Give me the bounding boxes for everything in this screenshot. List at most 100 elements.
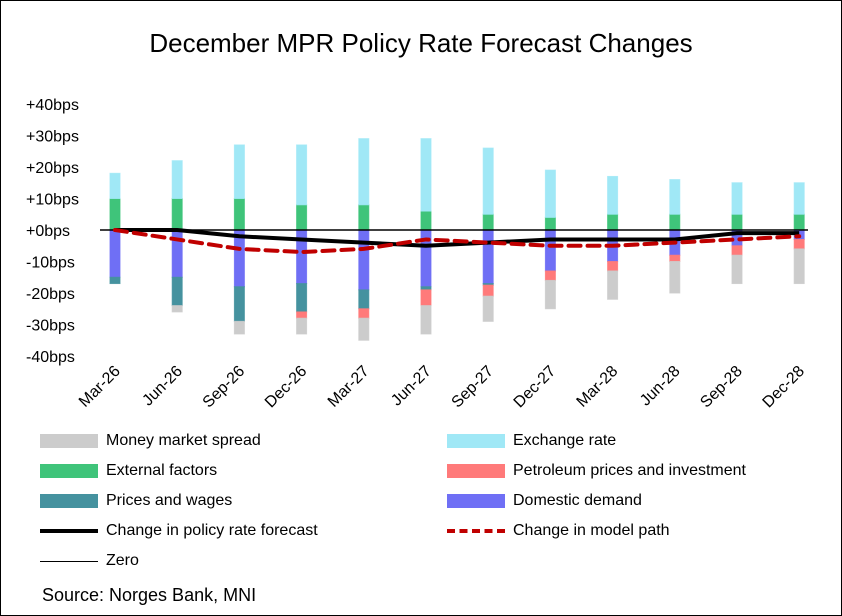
bar-segment — [793, 213, 805, 231]
legend-item: Exchange rate — [447, 431, 616, 451]
bar-segment — [171, 305, 183, 313]
bar-segment — [358, 317, 370, 341]
legend-label: Petroleum prices and investment — [513, 462, 746, 479]
legend-item: External factors — [40, 461, 217, 481]
x-tick-label: Dec-28 — [760, 363, 809, 412]
legend-swatch — [40, 434, 98, 448]
chart-title: December MPR Policy Rate Forecast Change… — [149, 28, 693, 58]
legend-item: Money market spread — [40, 431, 261, 451]
legend-line-swatch — [447, 529, 505, 533]
bar-segment — [233, 229, 245, 288]
bar-segment — [358, 289, 370, 310]
x-tick-label: Sep-27 — [449, 363, 498, 412]
bar-segment — [669, 179, 681, 215]
y-tick-label: +10bps — [26, 192, 79, 209]
bar-segment — [296, 144, 308, 206]
legend-label: Change in model path — [513, 522, 670, 539]
bar-segment — [358, 308, 370, 319]
y-tick-label: -10bps — [26, 255, 75, 272]
bar-segment — [296, 283, 308, 313]
legend-label: Domestic demand — [513, 492, 642, 509]
bar-segment — [482, 147, 494, 215]
bar-segment — [109, 229, 121, 278]
bar-segment — [793, 182, 805, 215]
bar-segment — [296, 317, 308, 335]
bar-segment — [607, 175, 619, 215]
bar-segment — [358, 138, 370, 206]
bar-segment — [420, 305, 432, 335]
y-tick-label: +40bps — [26, 97, 79, 114]
bar-segment — [233, 198, 245, 231]
x-tick-label: Jun-27 — [388, 363, 435, 410]
bar-segment — [482, 284, 494, 297]
bar-segment — [171, 160, 183, 199]
bar-segment — [544, 229, 556, 272]
bar-segment — [482, 295, 494, 322]
bar-segment — [607, 270, 619, 300]
x-tick-label: Jun-28 — [637, 363, 684, 410]
bar-segment — [669, 254, 681, 262]
bar-segment — [544, 216, 556, 231]
legend-swatch — [447, 464, 505, 478]
legend-label: Exchange rate — [513, 432, 617, 449]
bar-segment — [233, 320, 245, 335]
bar-segment — [109, 198, 121, 231]
bar-segment — [544, 279, 556, 310]
y-tick-label: +20bps — [26, 160, 79, 177]
bar-segment — [544, 169, 556, 218]
bar-segment — [607, 213, 619, 231]
x-tick-label: Mar-27 — [325, 363, 373, 411]
bar-segment — [420, 138, 432, 212]
bar-segment — [358, 204, 370, 231]
bar-segment — [233, 144, 245, 199]
legend-swatch — [40, 494, 98, 508]
y-tick-label: -20bps — [26, 286, 75, 303]
bar-segment — [731, 254, 743, 285]
legend-swatch — [447, 434, 505, 448]
legend-label: Change in policy rate forecast — [106, 522, 318, 539]
bar-segment — [296, 204, 308, 231]
x-tick-label: Mar-26 — [76, 363, 124, 411]
bar-segment — [731, 213, 743, 231]
legend-line-swatch — [40, 560, 98, 562]
bar-segment — [544, 270, 556, 281]
x-tick-label: Jun-26 — [139, 363, 186, 410]
x-tick-label: Mar-28 — [574, 363, 622, 411]
legend-item: Zero — [40, 551, 139, 571]
legend-item: Domestic demand — [447, 491, 642, 511]
legend-item: Change in policy rate forecast — [40, 521, 318, 541]
bar-segment — [793, 248, 805, 285]
bar-segment — [731, 245, 743, 256]
x-tick-label: Dec-26 — [262, 363, 311, 412]
bar-segment — [482, 229, 494, 285]
bar-segment — [669, 261, 681, 294]
legend-label: Money market spread — [106, 432, 261, 449]
model-path-line — [113, 228, 802, 255]
legend-item: Change in model path — [447, 521, 670, 541]
bar-segment — [109, 172, 121, 200]
x-tick-label: Sep-26 — [200, 363, 249, 412]
legend-label: Prices and wages — [106, 492, 233, 509]
y-tick-label: +0bps — [26, 223, 70, 240]
legend-item: Petroleum prices and investment — [447, 461, 746, 481]
bar-segment — [482, 213, 494, 231]
bar-segment — [358, 229, 370, 291]
bar-segment — [731, 182, 743, 215]
bar-segment — [171, 276, 183, 307]
bar-segment — [296, 311, 308, 319]
legend-line-swatch — [40, 529, 98, 533]
legend-label: Zero — [106, 552, 139, 569]
source-note: Source: Norges Bank, MNI — [42, 585, 257, 605]
x-tick-label: Sep-28 — [697, 363, 746, 412]
y-tick-label: +30bps — [26, 129, 79, 146]
legend-item: Prices and wages — [40, 491, 232, 511]
bar-segment — [233, 286, 245, 322]
bar-segment — [420, 289, 432, 307]
legend-swatch — [447, 494, 505, 508]
bar-segment — [420, 210, 432, 231]
y-tick-label: -30bps — [26, 318, 75, 335]
bar-segment — [109, 276, 121, 285]
y-tick-label: -40bps — [26, 349, 75, 366]
policy-rate-line — [115, 228, 800, 248]
